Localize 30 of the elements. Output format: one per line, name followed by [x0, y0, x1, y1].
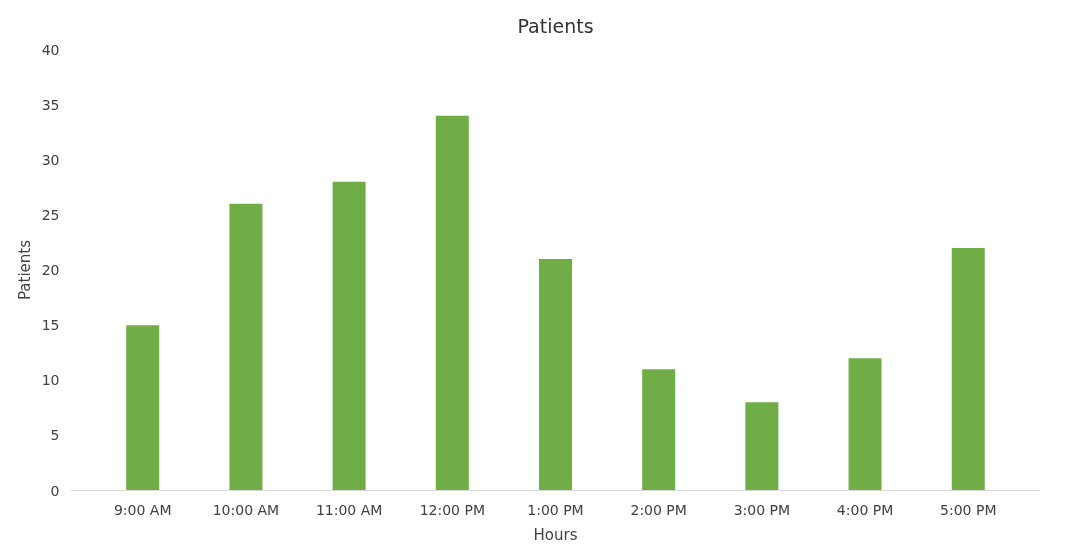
y-tick-label: 0 — [50, 482, 60, 499]
x-tick-label: 1:00 PM — [527, 501, 584, 518]
x-tick-label: 11:00 AM — [315, 501, 383, 518]
bar — [642, 369, 676, 491]
bar — [229, 203, 263, 491]
y-tick-label: 10 — [41, 372, 60, 389]
x-tick-label: 5:00 PM — [940, 501, 997, 518]
bar — [435, 115, 469, 491]
bar — [126, 325, 160, 491]
x-tick-label: 2:00 PM — [630, 501, 687, 518]
bar — [332, 181, 366, 491]
bar — [951, 247, 985, 491]
x-tick-label: 9:00 AM — [113, 501, 172, 518]
x-tick-label: 12:00 PM — [419, 501, 485, 518]
y-tick-label: 30 — [41, 151, 60, 168]
bar — [745, 402, 779, 491]
y-axis-title: Patients — [15, 239, 34, 301]
x-tick-label: 10:00 AM — [212, 501, 280, 518]
y-tick-label: 5 — [50, 427, 60, 444]
x-tick-label: 4:00 PM — [836, 501, 894, 518]
bar — [848, 358, 882, 491]
y-tick-label: 40 — [41, 41, 60, 58]
y-tick-label: 20 — [41, 262, 60, 278]
x-axis-title: Hours — [533, 525, 578, 544]
chart-title: Patients — [517, 15, 594, 37]
bar — [538, 258, 573, 491]
x-tick-label: 3:00 PM — [733, 501, 791, 518]
y-tick-label: 25 — [41, 206, 60, 223]
y-tick-label: 15 — [41, 317, 60, 334]
y-tick-label: 35 — [41, 96, 60, 113]
